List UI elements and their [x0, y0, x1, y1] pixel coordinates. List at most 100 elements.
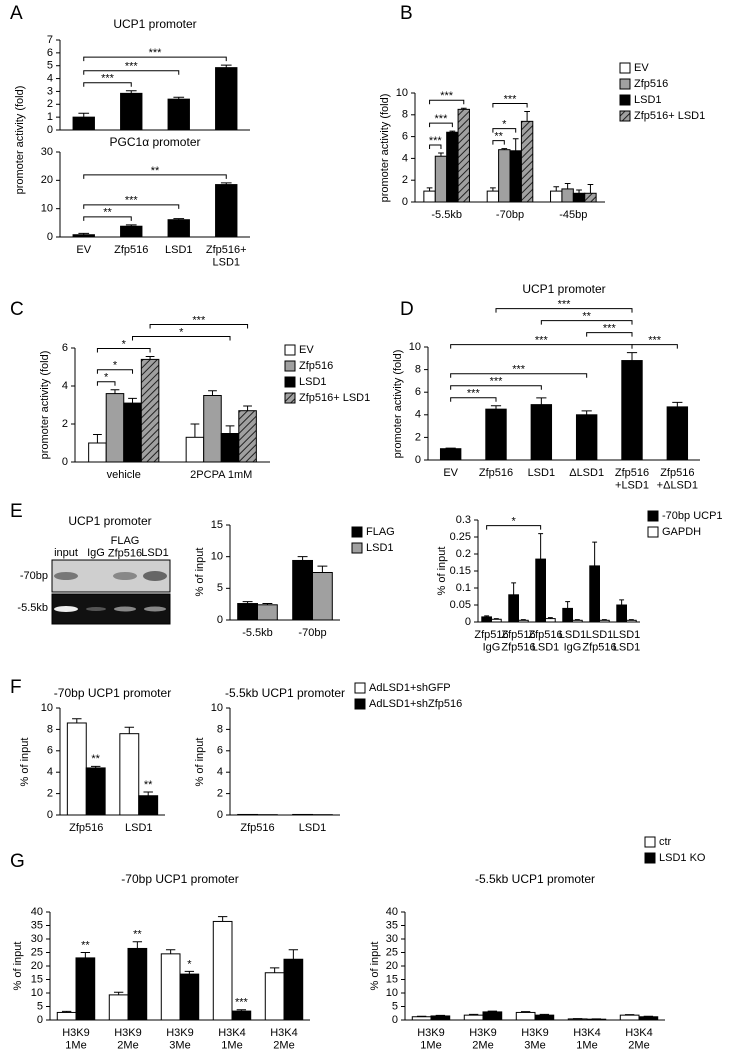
x-tick-label: Zfp516 — [114, 244, 148, 256]
significance-label: *** — [512, 364, 526, 376]
error-bar — [124, 726, 135, 734]
bar — [621, 360, 643, 461]
y-tick-label: 8 — [217, 723, 223, 735]
bar — [292, 813, 314, 816]
significance-label: *** — [125, 61, 139, 73]
legend-label: EV — [634, 62, 649, 74]
legend-label: Zfp516+ LSD1 — [299, 392, 370, 404]
error-bar — [217, 916, 228, 922]
band — [86, 607, 106, 611]
x-tick-label: LSD1 — [299, 822, 327, 834]
y-axis-label: % of input — [12, 942, 24, 991]
panel-label: A — [10, 3, 23, 24]
x-tick-label: H3K9 3Me — [166, 1027, 194, 1050]
y-tick-label: 10 — [41, 203, 53, 215]
error-bar — [553, 186, 560, 192]
bar — [463, 1014, 484, 1021]
error-bar — [173, 218, 185, 220]
y-tick-label: 10 — [211, 551, 223, 563]
bar — [626, 619, 637, 623]
y-tick-label: 15 — [386, 973, 398, 985]
panel-label: E — [10, 501, 23, 522]
legend-label: AdLSD1+shGFP — [369, 682, 451, 694]
x-tick-label: H3K9 1Me — [417, 1027, 445, 1050]
y-axis-label: % of input — [194, 738, 206, 787]
x-tick-label: Zfp516 — [240, 822, 274, 834]
significance-label: *** — [467, 388, 481, 400]
legend-label: EV — [299, 344, 314, 356]
bar — [215, 184, 238, 238]
y-tick-label: 0 — [415, 454, 421, 466]
y-tick-label: 30 — [31, 933, 43, 945]
error-bar — [643, 1015, 654, 1017]
x-tick-label: -70bp — [496, 209, 524, 221]
chart-title: -5.5kb UCP1 promoter — [225, 686, 345, 700]
bar — [88, 442, 107, 463]
bar — [237, 603, 258, 621]
x-tick-label: LSD1 LSD1 — [613, 629, 641, 654]
panel-label: B — [400, 3, 413, 24]
x-tick-label: Zfp516 +ΔLSD1 — [657, 467, 698, 492]
y-tick-label: 20 — [386, 960, 398, 972]
bar — [85, 767, 106, 816]
y-tick-label: 6 — [402, 131, 408, 143]
y-tick-label: 0 — [47, 809, 53, 821]
y-axis-label: % of input — [194, 548, 206, 597]
legend-swatch — [619, 62, 631, 74]
legend-swatch — [644, 852, 656, 864]
bar — [215, 67, 238, 131]
legend-label: FLAG — [366, 526, 395, 538]
y-tick-label: 20 — [31, 960, 43, 972]
bar — [457, 108, 470, 203]
bar — [508, 594, 519, 623]
y-tick-label: 15 — [211, 519, 223, 531]
significance-label: ** — [494, 130, 503, 142]
y-tick-label: 4 — [415, 409, 421, 421]
error-bar — [125, 90, 137, 94]
x-tick-label: H3K9 2Me — [469, 1027, 497, 1050]
error-bar — [547, 617, 553, 619]
chart-title: PGC1α promoter — [110, 135, 201, 149]
x-tick-label: Zfp516 LSD1 — [528, 629, 562, 654]
error-bar — [581, 410, 592, 415]
error-bar — [165, 949, 176, 954]
bar — [312, 572, 333, 621]
x-tick-label: vehicle — [107, 469, 141, 481]
y-tick-label: 8 — [47, 723, 53, 735]
y-tick-label: 10 — [41, 702, 53, 714]
bar — [292, 559, 314, 621]
bar — [638, 1016, 659, 1021]
bracket — [96, 369, 134, 374]
bar — [108, 994, 129, 1021]
error-bar — [220, 182, 232, 185]
bracket — [83, 174, 227, 179]
significance-label: ** — [91, 753, 100, 765]
panel-label: F — [10, 677, 22, 698]
y-tick-label: 0.1 — [456, 582, 471, 594]
legend-swatch — [351, 542, 363, 554]
error-bar — [416, 1015, 427, 1017]
y-tick-label: 4 — [402, 152, 408, 164]
bracket — [83, 56, 227, 62]
bar — [283, 958, 304, 1021]
y-axis-label: promoter activity (fold) — [39, 351, 51, 460]
bar — [411, 1016, 432, 1021]
error-bar — [236, 1009, 247, 1012]
error-bar — [225, 425, 235, 434]
bar — [498, 149, 511, 203]
legend-label: ctr — [659, 836, 672, 848]
significance-label: * — [511, 516, 516, 528]
error-bar — [460, 107, 467, 110]
y-axis-label: promoter activity (fold) — [14, 86, 26, 195]
bracket — [450, 373, 588, 378]
y-tick-label: 10 — [31, 987, 43, 999]
x-tick-label: 2PCPA 1mM — [190, 469, 252, 481]
y-tick-label: 5 — [217, 582, 223, 594]
x-tick-label: Zfp516 — [479, 467, 513, 479]
legend-swatch — [647, 510, 659, 522]
error-bar — [110, 389, 120, 394]
error-bar — [512, 138, 519, 151]
lane-label: input — [54, 547, 78, 559]
y-tick-label: 0 — [402, 196, 408, 208]
y-tick-label: 0.3 — [456, 514, 471, 526]
